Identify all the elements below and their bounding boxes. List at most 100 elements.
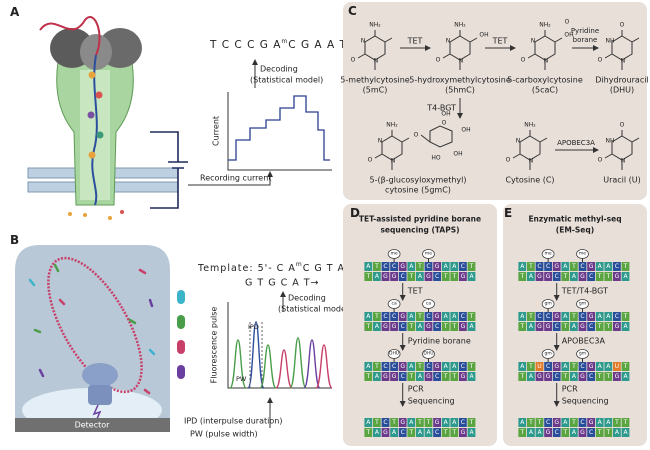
base	[416, 322, 424, 331]
circuit	[150, 131, 188, 209]
base	[416, 262, 424, 271]
base-letter: C	[589, 429, 593, 436]
base	[441, 362, 450, 371]
base-letter: A	[452, 419, 457, 426]
base-letter: A	[572, 373, 577, 380]
base-letter: C	[461, 419, 465, 426]
base	[433, 322, 441, 331]
base	[535, 322, 544, 331]
base-letter: C	[401, 323, 405, 330]
base-letter: G	[580, 373, 585, 380]
base-letter: C	[392, 363, 396, 370]
mark-label: gm	[579, 302, 586, 307]
atom-label: NH₂	[386, 122, 398, 129]
mark-badge	[387, 349, 401, 359]
base-letter: C	[401, 373, 405, 380]
base-letter: A	[563, 313, 568, 320]
base	[561, 428, 570, 437]
base-letter: T	[519, 323, 524, 330]
base-letter: G	[615, 323, 620, 330]
base	[433, 428, 441, 437]
molecule-name: Dihydrouracil	[595, 76, 648, 85]
base	[527, 418, 535, 427]
base-letter: G	[546, 429, 551, 436]
base	[535, 262, 544, 271]
panel-e: E Enzymatic methyl-seq(EM-Seq)A T C C G A T C G A A…	[504, 206, 630, 437]
seq-part: C G A A T	[288, 39, 347, 51]
atom-label: NH₂	[524, 122, 536, 129]
atom-label: N	[374, 58, 379, 65]
base-letter: A	[375, 429, 380, 436]
base-letter: T	[417, 363, 422, 370]
base-letter: C	[392, 313, 396, 320]
base	[587, 272, 595, 281]
base-letter: T	[417, 419, 422, 426]
base	[544, 418, 552, 427]
base	[433, 312, 441, 321]
base	[518, 262, 527, 271]
base-letter: A	[469, 273, 474, 280]
base-letter: C	[589, 273, 593, 280]
base-letter: G	[537, 323, 542, 330]
molecule-abbr: (DHU)	[610, 86, 634, 95]
base-letter: C	[615, 263, 619, 270]
base-letter: A	[563, 363, 568, 370]
base-letter: T	[537, 419, 542, 426]
base-letter: C	[383, 419, 387, 426]
base-letter: G	[589, 313, 594, 320]
base	[595, 428, 604, 437]
base-letter: A	[572, 323, 577, 330]
base	[407, 418, 416, 427]
base-letter: C	[555, 273, 559, 280]
atom-label: OH	[461, 127, 470, 134]
base	[407, 312, 416, 321]
base-letter: A	[469, 373, 474, 380]
base	[364, 372, 373, 381]
bonds	[604, 30, 640, 70]
base-letter: C	[435, 429, 439, 436]
base	[595, 322, 604, 331]
base-letter: G	[461, 429, 466, 436]
base	[441, 372, 450, 381]
base	[587, 418, 595, 427]
base-letter: T	[469, 363, 474, 370]
base-letter: A	[375, 373, 380, 380]
panel-b: B Detector Template: 5'- C AmC G T A -3'…	[10, 233, 363, 439]
base	[561, 418, 570, 427]
base-letter: T	[408, 273, 413, 280]
base-letter: T	[571, 363, 576, 370]
decoding-model: (Statistical model)	[278, 305, 351, 314]
base-letter: G	[426, 323, 431, 330]
base	[613, 262, 621, 271]
base-letter: T	[519, 429, 524, 436]
step-label: Pyridine	[571, 27, 599, 35]
base-letter: A	[623, 273, 628, 280]
flash	[92, 404, 102, 422]
dna-loop	[47, 256, 143, 394]
base	[373, 372, 381, 381]
base	[450, 312, 459, 321]
base	[407, 428, 416, 437]
base-letter: G	[580, 273, 585, 280]
base-letter: G	[383, 429, 388, 436]
base	[467, 262, 476, 271]
base-letter: A	[606, 419, 611, 426]
base-letter: C	[589, 373, 593, 380]
mark-label: me	[545, 252, 552, 257]
step-label: TET	[407, 37, 423, 46]
base-letter: G	[400, 363, 405, 370]
base	[381, 372, 390, 381]
base-letter: G	[537, 373, 542, 380]
base	[570, 418, 578, 427]
polymerase	[82, 363, 118, 387]
axes	[227, 92, 332, 171]
base-letter: T	[469, 313, 474, 320]
base-letter: A	[375, 323, 380, 330]
base	[595, 362, 604, 371]
base-letter: A	[606, 313, 611, 320]
base-letter: G	[554, 263, 559, 270]
base	[459, 322, 467, 331]
base	[621, 362, 630, 371]
atom-label: N	[378, 138, 383, 145]
